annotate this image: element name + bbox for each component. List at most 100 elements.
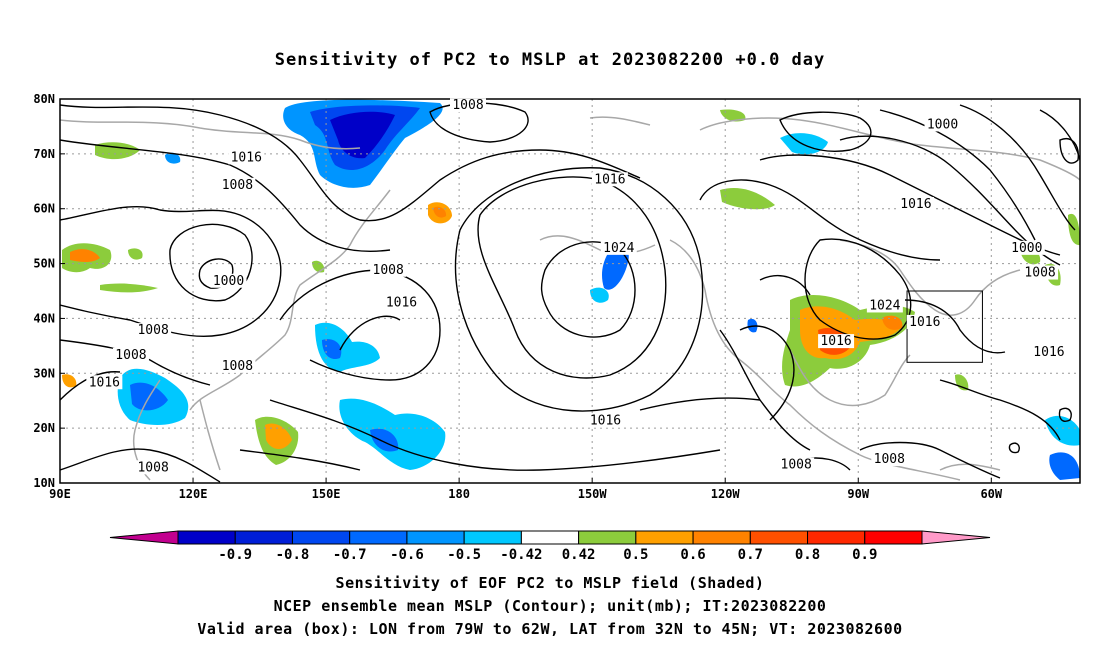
colorbar-segment xyxy=(463,530,522,545)
lon-tick-label: 90E xyxy=(49,487,71,501)
colorbar-label: 0.9 xyxy=(852,547,877,563)
contour-labels: 1008 1016 1008 1016 1000 1016 1024 1008 1000 1008… xyxy=(86,98,1067,475)
lat-tick-label: 10N xyxy=(33,476,55,490)
lat-tick-label: 40N xyxy=(33,311,55,325)
contour-label: 1000 xyxy=(1008,240,1045,256)
contour-label: 1024 xyxy=(866,298,903,313)
colorbar-segment xyxy=(520,530,580,545)
colorbar-under-triangle xyxy=(109,530,179,545)
svg-text:1016: 1016 xyxy=(1033,345,1064,360)
colorbar-label: 0.42 xyxy=(562,547,596,563)
contour-label: 1016 xyxy=(818,334,855,349)
contour-label: 1016 xyxy=(591,172,628,187)
colorbar-segment xyxy=(635,530,694,545)
svg-text:1008: 1008 xyxy=(137,323,168,338)
colorbar-segment xyxy=(749,530,809,545)
svg-text:1016: 1016 xyxy=(386,296,417,311)
lon-tick-label: 150W xyxy=(578,487,608,501)
lon-tick-label: 150E xyxy=(312,487,341,501)
lon-tick-label: 180 xyxy=(448,487,470,501)
lon-tick-label: 120E xyxy=(179,487,208,501)
contour-label: 1016 xyxy=(86,375,123,390)
lat-tick-label: 60N xyxy=(33,202,55,216)
contour-label: 1008 xyxy=(871,452,908,467)
longitude-axis: 90E 120E 150E 180 150W 120W 90W 60W xyxy=(49,478,1003,501)
svg-text:1016: 1016 xyxy=(909,315,940,330)
colorbar-label: 0.7 xyxy=(738,547,763,563)
contour-label: 1008 xyxy=(219,177,256,193)
colorbar-segment xyxy=(864,530,923,545)
svg-text:1008: 1008 xyxy=(115,348,146,363)
colorbar-label: -0.8 xyxy=(276,547,310,563)
lat-tick-label: 20N xyxy=(33,421,55,435)
svg-text:1000: 1000 xyxy=(1011,241,1042,256)
svg-text:1008: 1008 xyxy=(874,452,905,467)
caption-valid-area: Valid area (box): LON from 79W to 62W, L… xyxy=(197,620,903,638)
coastlines xyxy=(60,116,1080,481)
colorbar-label: -0.7 xyxy=(333,547,367,563)
contour-label: 1000 xyxy=(924,117,961,132)
colorbar-segment xyxy=(234,530,293,545)
colorbar-label: 0.5 xyxy=(623,547,648,563)
contour-label: 1008 xyxy=(1022,265,1059,281)
lon-tick-label: 90W xyxy=(847,487,869,501)
colorbar-label: 0.8 xyxy=(795,547,820,563)
colorbar-label: -0.6 xyxy=(390,547,424,563)
contour-label: 1016 xyxy=(228,150,265,165)
contour-label: 1016 xyxy=(1030,345,1067,360)
colorbar-label: -0.5 xyxy=(447,547,481,563)
contour-label: 1016 xyxy=(906,314,943,330)
colorbar-over-triangle xyxy=(921,530,991,545)
contour-label: 1008 xyxy=(135,323,172,338)
lat-tick-label: 30N xyxy=(33,366,55,380)
latitude-axis: 10N 20N 30N 40N 50N 60N 70N 80N xyxy=(33,92,65,490)
colorbar: -0.9 -0.8 -0.7 -0.6 -0.5 -0.42 0.42 0.5 0.6 0.7 0.… xyxy=(109,530,991,563)
svg-text:1016: 1016 xyxy=(594,172,625,187)
svg-text:1000: 1000 xyxy=(213,274,244,289)
mslp-contours xyxy=(60,102,1080,483)
colorbar-segment xyxy=(291,530,351,545)
svg-text:1016: 1016 xyxy=(820,334,851,349)
colorbar-segment xyxy=(692,530,751,545)
lat-tick-label: 50N xyxy=(33,257,55,271)
contour-label: 1008 xyxy=(112,347,149,363)
svg-text:1016: 1016 xyxy=(89,375,120,390)
svg-text:1008: 1008 xyxy=(222,178,253,193)
colorbar-label: -0.9 xyxy=(218,547,252,563)
contour-label: 1016 xyxy=(383,295,420,311)
svg-text:1024: 1024 xyxy=(603,241,634,256)
contour-label: 1008 xyxy=(370,262,407,278)
sensitivity-shading xyxy=(62,99,1080,480)
lat-tick-label: 80N xyxy=(33,92,55,106)
contour-label: 1008 xyxy=(778,457,815,473)
contour-label: 1008 xyxy=(450,98,486,113)
caption-contour: NCEP ensemble mean MSLP (Contour); unit(… xyxy=(273,597,827,615)
colorbar-label: -0.42 xyxy=(500,547,542,563)
colorbar-segment xyxy=(177,530,236,545)
svg-text:1008: 1008 xyxy=(373,263,404,278)
svg-text:1016: 1016 xyxy=(590,414,621,429)
svg-text:1016: 1016 xyxy=(900,197,931,212)
svg-text:1000: 1000 xyxy=(927,117,958,132)
svg-text:1024: 1024 xyxy=(869,298,900,313)
colorbar-segment xyxy=(807,530,866,545)
page-title: Sensitivity of PC2 to MSLP at 2023082200… xyxy=(274,50,826,70)
lat-tick-label: 70N xyxy=(33,147,55,161)
contour-label: 1008 xyxy=(135,460,172,475)
svg-text:1008: 1008 xyxy=(781,458,812,473)
svg-text:1008: 1008 xyxy=(222,359,253,374)
svg-text:1008: 1008 xyxy=(137,460,168,475)
svg-text:1008: 1008 xyxy=(1024,266,1055,281)
svg-text:1016: 1016 xyxy=(231,150,262,165)
contour-label: 1024 xyxy=(600,240,637,256)
contour-label: 1000 xyxy=(210,273,247,289)
lon-tick-label: 120W xyxy=(711,487,741,501)
colorbar-segment xyxy=(349,530,408,545)
contour-label: 1016 xyxy=(897,196,934,212)
colorbar-label: 0.6 xyxy=(680,547,705,563)
svg-text:1008: 1008 xyxy=(452,98,483,113)
lon-tick-label: 60W xyxy=(980,487,1002,501)
colorbar-segment xyxy=(406,530,465,545)
map-frame xyxy=(59,98,1081,484)
